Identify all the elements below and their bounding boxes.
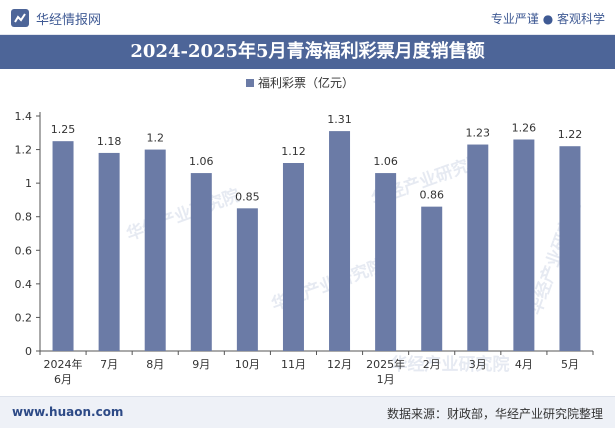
brand-name: 华经情报网 bbox=[36, 12, 102, 28]
footer-url[interactable]: www.huaon.com bbox=[12, 405, 124, 419]
legend: 福利彩票（亿元） bbox=[246, 75, 354, 90]
top-bar: 华经情报网 专业严谨 ● 客观科学 bbox=[0, 0, 615, 35]
bar bbox=[236, 208, 258, 351]
bar bbox=[144, 149, 166, 351]
data-label: 1.2 bbox=[146, 132, 164, 145]
bar bbox=[559, 146, 581, 351]
y-tick-label: 1.2 bbox=[15, 144, 33, 157]
watermark-text: 华经产业研究院 bbox=[391, 354, 510, 375]
bar bbox=[98, 152, 120, 351]
y-tick-label: 0 bbox=[25, 345, 32, 358]
data-label: 0.86 bbox=[419, 189, 444, 202]
tagline: 专业严谨 ● 客观科学 bbox=[490, 12, 605, 26]
chart-title: 2024-2025年5月青海福利彩票月度销售额 bbox=[0, 35, 615, 69]
data-label: 1.25 bbox=[51, 123, 76, 136]
bars: 1.25 1.18 1.2 1.06 0.85 1.12 1.31 1.06 0.86 1.23 1… bbox=[51, 113, 582, 351]
data-label: 0.85 bbox=[235, 190, 260, 203]
y-tick-label: 1 bbox=[25, 177, 32, 190]
legend-swatch bbox=[246, 79, 254, 87]
data-label: 1.06 bbox=[189, 155, 214, 168]
y-tick-label: 1.4 bbox=[15, 110, 33, 123]
data-source: 数据来源：财政部，华经产业研究院整理 bbox=[386, 407, 603, 421]
x-tick-label: 11月 bbox=[281, 358, 306, 371]
data-label: 1.22 bbox=[558, 128, 583, 141]
x-tick-label: 8月 bbox=[146, 358, 164, 371]
bar bbox=[513, 139, 535, 351]
bar bbox=[52, 141, 74, 351]
bar bbox=[282, 163, 304, 351]
footer: www.huaon.com 数据来源：财政部，华经产业研究院整理 bbox=[0, 396, 615, 428]
data-label: 1.06 bbox=[373, 155, 398, 168]
brand-logo-icon bbox=[11, 9, 29, 27]
data-label: 1.31 bbox=[327, 113, 352, 126]
bar bbox=[421, 206, 443, 351]
axes: 0 0.2 0.4 0.6 0.8 1 1.2 1.4 2024年 6月 7月 8月 9月 10月 11月 1… bbox=[15, 110, 594, 386]
bar bbox=[375, 173, 397, 351]
x-tick-label: 2025年 1月 bbox=[366, 357, 405, 386]
x-tick-label: 10月 bbox=[235, 358, 260, 371]
y-tick-label: 0.8 bbox=[15, 211, 33, 224]
x-tick-label: 5月 bbox=[561, 358, 579, 371]
y-tick-label: 0.6 bbox=[15, 244, 33, 257]
brand: 华经情报网 bbox=[10, 8, 101, 28]
y-tick-label: 0.2 bbox=[15, 311, 33, 324]
data-label: 1.23 bbox=[466, 127, 491, 140]
data-label: 1.18 bbox=[97, 135, 122, 148]
x-tick-label: 3月 bbox=[469, 358, 487, 371]
x-tick-label: 4月 bbox=[515, 358, 533, 371]
data-label: 1.26 bbox=[512, 122, 537, 135]
bar bbox=[467, 144, 489, 351]
bar bbox=[190, 173, 212, 351]
y-tick-label: 0.4 bbox=[15, 278, 33, 291]
data-label: 1.12 bbox=[281, 145, 306, 158]
x-tick-label: 9月 bbox=[192, 358, 210, 371]
legend-label: 福利彩票（亿元） bbox=[258, 75, 354, 90]
x-tick-label: 2月 bbox=[423, 358, 441, 371]
watermark-text: 华经产业研究院 bbox=[124, 185, 243, 245]
x-tick-label: 2024年 6月 bbox=[44, 357, 83, 386]
bar bbox=[329, 131, 351, 351]
x-tick-label: 12月 bbox=[327, 358, 352, 371]
x-tick-label: 7月 bbox=[100, 358, 118, 371]
